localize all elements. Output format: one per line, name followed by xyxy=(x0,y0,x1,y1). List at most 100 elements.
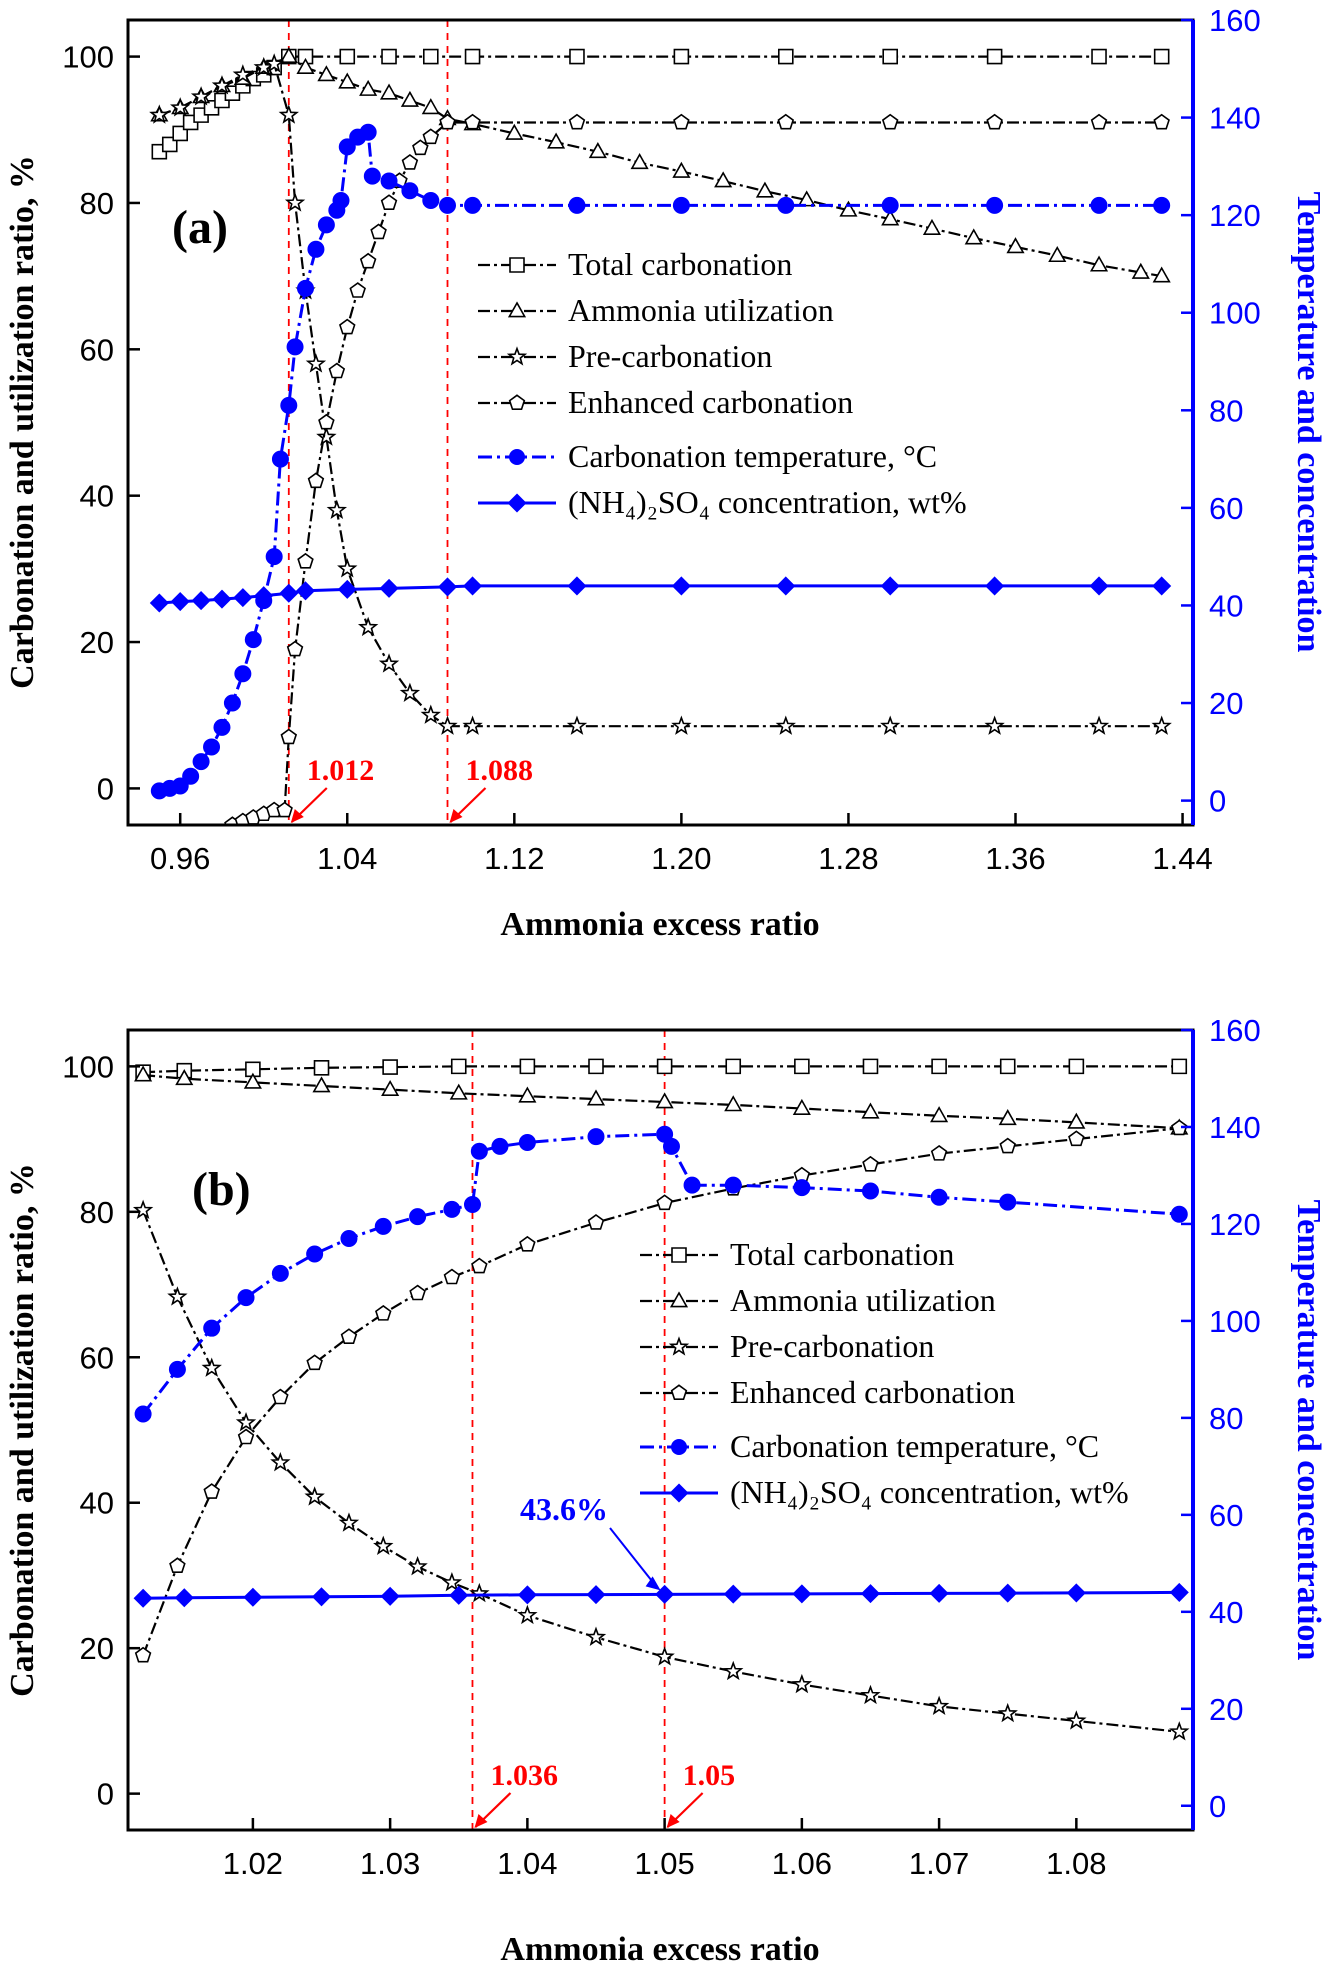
reference-value-label: 1.036 xyxy=(490,1759,558,1792)
y-tick-label: 100 xyxy=(62,1049,114,1084)
data-point-ammonia-utilization xyxy=(930,1106,949,1123)
data-point-nh-so-concentration-wt xyxy=(880,576,900,596)
series-line-ammonia-utilization xyxy=(158,55,1162,278)
data-point-total-carbonation xyxy=(382,1059,398,1075)
data-point-nh-so-concentration-wt xyxy=(463,576,483,596)
data-point-carbonation-temperature-c xyxy=(1090,196,1108,214)
data-point-enhanced-carbonation xyxy=(464,113,481,130)
data-point-enhanced-carbonation xyxy=(276,801,293,818)
right-tick-label: 40 xyxy=(1209,1595,1243,1630)
data-point-enhanced-carbonation xyxy=(297,552,314,569)
data-point-enhanced-carbonation xyxy=(349,282,366,298)
data-point-ammonia-utilization xyxy=(505,123,524,140)
x-tick-label: 1.02 xyxy=(223,1846,283,1881)
chart-panel-a: 0.96 1.04 1.12 1.20 1.28 1.36 1.44 0 20 40 60 80 10… xyxy=(4,3,1327,943)
data-point-enhanced-carbonation xyxy=(881,113,899,130)
data-point-nh-so-concentration-wt xyxy=(437,577,458,597)
data-point-ammonia-utilization xyxy=(312,1076,331,1093)
data-point-nh-so-concentration-wt xyxy=(671,576,691,596)
data-point-pre-carbonation xyxy=(263,53,285,73)
data-point-ammonia-utilization xyxy=(1152,266,1171,283)
data-point-enhanced-carbonation xyxy=(1090,113,1108,130)
data-point-pre-carbonation xyxy=(723,1660,744,1681)
data-point-ammonia-utilization xyxy=(964,228,983,245)
legend-label: Carbonation temperature, °C xyxy=(730,1428,1099,1464)
data-point-ammonia-utilization xyxy=(588,142,607,159)
data-point-pre-carbonation xyxy=(235,1412,257,1432)
data-point-carbonation-temperature-c xyxy=(463,1196,481,1214)
data-point-carbonation-temperature-c xyxy=(422,192,440,210)
data-point-nh-so-concentration-wt xyxy=(311,1587,332,1607)
legend-label: (NH₄)₂SO₄ concentration, wt% xyxy=(568,484,967,520)
panel-b-right-ticks: 0 20 40 60 80 100 120 140 160 xyxy=(1181,1013,1261,1824)
series-line-total-carbonation xyxy=(143,1065,1180,1074)
data-point-nh-so-concentration-wt xyxy=(792,1584,812,1604)
y-tick-label: 60 xyxy=(80,332,114,367)
data-point-enhanced-carbonation xyxy=(1068,1130,1085,1147)
data-point-ammonia-utilization xyxy=(547,132,566,149)
data-point-carbonation-temperature-c xyxy=(237,1289,255,1307)
legend-label: Enhanced carbonation xyxy=(730,1374,1015,1410)
panel-b-series xyxy=(132,1058,1190,1741)
panel-a-y-ticks: 0 20 40 60 80 100 xyxy=(62,40,140,806)
data-point-total-carbonation xyxy=(464,48,481,65)
data-point-total-carbonation xyxy=(931,1058,947,1075)
data-point-total-carbonation xyxy=(1153,48,1170,65)
data-point-nh-so-concentration-wt xyxy=(233,588,253,608)
data-point-carbonation-temperature-c xyxy=(374,1217,392,1235)
data-point-carbonation-temperature-c xyxy=(223,694,241,712)
x-tick-label: 1.28 xyxy=(818,841,878,876)
data-point-nh-so-concentration-wt xyxy=(723,1584,743,1604)
data-point-total-carbonation xyxy=(882,48,899,65)
panel-a-vlines xyxy=(287,20,449,825)
data-point-pre-carbonation xyxy=(167,1286,188,1306)
panel-b-x-ticks: 1.02 1.03 1.04 1.05 1.06 1.07 1.08 xyxy=(223,1818,1107,1881)
legend-marker xyxy=(669,1291,689,1308)
data-point-carbonation-temperature-c xyxy=(380,172,398,190)
y-tick-label: 100 xyxy=(62,40,114,75)
panel-a-legend: Total carbonation Ammonia utilization Pre-… xyxy=(478,246,967,520)
data-point-ammonia-utilization xyxy=(518,1086,537,1103)
data-point-ammonia-utilization xyxy=(400,90,419,107)
panel-a-right-axis-title: Temperature and concentration xyxy=(1290,192,1327,653)
data-point-pre-carbonation xyxy=(1088,715,1110,735)
data-point-carbonation-temperature-c xyxy=(518,1133,536,1151)
data-point-nh-so-concentration-wt xyxy=(1152,576,1172,596)
x-tick-label: 1.05 xyxy=(634,1846,694,1881)
data-point-total-carbonation xyxy=(1068,1058,1085,1075)
right-tick-label: 120 xyxy=(1209,1207,1261,1242)
data-point-pre-carbonation xyxy=(775,715,796,735)
right-tick-label: 0 xyxy=(1209,1789,1226,1824)
data-point-carbonation-temperature-c xyxy=(286,338,304,356)
data-point-carbonation-temperature-c xyxy=(203,1319,221,1337)
right-tick-label: 20 xyxy=(1209,1692,1243,1727)
right-tick-label: 80 xyxy=(1209,1401,1243,1436)
data-point-carbonation-temperature-c xyxy=(724,1176,742,1194)
data-point-total-carbonation xyxy=(588,1058,604,1075)
data-point-total-carbonation xyxy=(673,48,690,65)
data-point-carbonation-temperature-c xyxy=(317,216,335,234)
x-tick-label: 1.06 xyxy=(772,1846,832,1881)
data-point-carbonation-temperature-c xyxy=(793,1179,811,1197)
data-point-pre-carbonation xyxy=(566,715,588,735)
data-point-carbonation-temperature-c xyxy=(203,738,221,756)
data-point-pre-carbonation xyxy=(232,64,254,84)
data-point-carbonation-temperature-c xyxy=(338,138,356,156)
legend-marker xyxy=(669,1483,689,1503)
data-point-ammonia-utilization xyxy=(714,171,733,188)
data-point-nh-so-concentration-wt xyxy=(776,576,796,596)
data-point-enhanced-carbonation xyxy=(380,194,398,210)
right-tick-label: 140 xyxy=(1209,1110,1261,1145)
data-point-total-carbonation xyxy=(519,1058,536,1075)
data-point-ammonia-utilization xyxy=(296,57,315,74)
data-point-carbonation-temperature-c xyxy=(297,279,314,297)
x-tick-label: 0.96 xyxy=(150,841,210,876)
x-tick-label: 1.12 xyxy=(484,841,544,876)
data-point-enhanced-carbonation xyxy=(318,413,335,430)
data-point-carbonation-temperature-c xyxy=(134,1405,152,1423)
data-point-ammonia-utilization xyxy=(421,98,440,115)
right-tick-label: 0 xyxy=(1209,784,1226,819)
data-point-ammonia-utilization xyxy=(243,1072,262,1089)
data-point-pre-carbonation xyxy=(305,353,327,373)
data-point-nh-so-concentration-wt xyxy=(929,1583,949,1603)
